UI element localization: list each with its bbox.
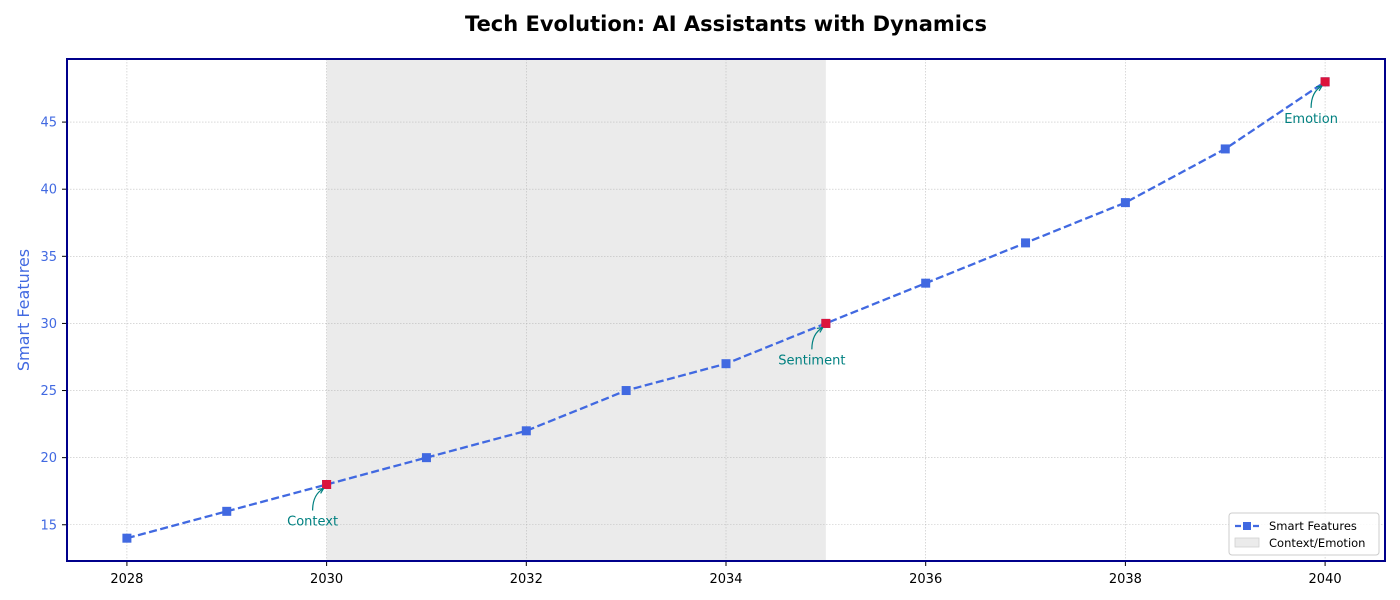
data-point: [1220, 144, 1230, 154]
legend-label-region: Context/Emotion: [1269, 536, 1365, 550]
annotation-label: Emotion: [1284, 112, 1338, 127]
y-tick-label: 15: [40, 518, 57, 533]
highlight-point: [1320, 77, 1330, 87]
data-point: [521, 426, 531, 436]
data-point: [222, 506, 232, 516]
annotation-arrow: [312, 487, 324, 511]
annotation-arrow: [811, 326, 824, 350]
x-tick-label: 2040: [1309, 572, 1342, 587]
highlight-point: [821, 318, 831, 328]
legend-label-series: Smart Features: [1269, 519, 1357, 533]
data-point: [721, 359, 731, 369]
legend-region-swatch: [1234, 537, 1260, 548]
y-tick-label: 30: [40, 317, 57, 332]
data-point: [621, 386, 631, 396]
legend: Smart Features Context/Emotion: [1228, 512, 1380, 556]
y-tick-label: 45: [40, 116, 57, 131]
x-tick-label: 2030: [310, 572, 343, 587]
data-point: [1021, 238, 1031, 248]
x-tick-label: 2028: [110, 572, 143, 587]
y-axis-label: Smart Features: [14, 249, 33, 371]
y-tick-label: 40: [40, 183, 57, 198]
data-point: [921, 278, 931, 288]
data-point: [421, 453, 431, 463]
annotation-label: Sentiment: [778, 353, 845, 368]
annotation-label: Context: [287, 514, 338, 529]
shaded-region: [326, 59, 826, 561]
annotation-arrow: [1310, 85, 1323, 108]
annotation-arrowhead: [1315, 85, 1323, 92]
y-tick-label: 35: [40, 250, 57, 265]
x-tick-label: 2034: [709, 572, 742, 587]
y-tick-label: 25: [40, 384, 57, 399]
x-tick-label: 2038: [1109, 572, 1142, 587]
x-tick-label: 2036: [909, 572, 942, 587]
plot-area: 2028 2030 2032 2034 2036 2038 2040 15 20 25 30 35 40…: [40, 58, 1386, 587]
legend-box: [1228, 512, 1380, 556]
data-point: [122, 533, 132, 543]
data-point: [1120, 198, 1130, 208]
highlight-point: [322, 479, 332, 489]
annotation-arrowhead: [317, 487, 325, 494]
legend-marker-swatch: [1243, 522, 1251, 530]
annotation-arrowhead: [816, 326, 824, 333]
y-tick-label: 20: [40, 451, 57, 466]
axes-frame: [66, 58, 1386, 562]
x-tick-label: 2032: [510, 572, 543, 587]
chart-title: Tech Evolution: AI Assistants with Dynam…: [465, 12, 987, 36]
